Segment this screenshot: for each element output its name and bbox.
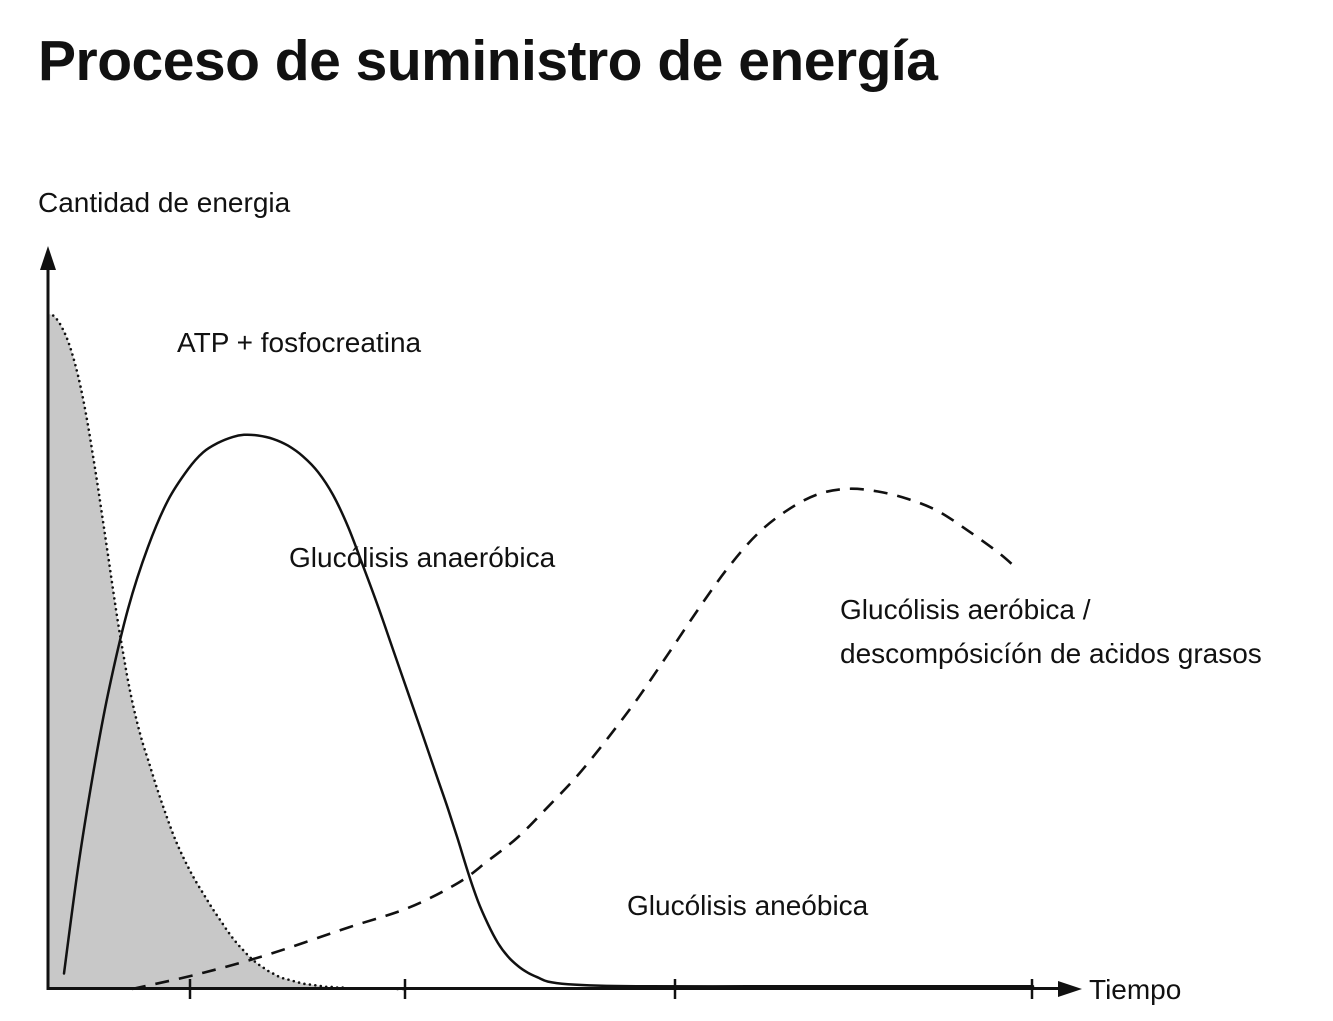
series-atp-fosfocreatina-area: [48, 314, 404, 990]
y-axis-arrow: [40, 246, 56, 270]
x-axis-ticks: [188, 979, 1034, 999]
axes: [40, 246, 1082, 999]
chart-title: Proceso de suministro de energía: [38, 29, 938, 93]
series-glucolisis-anaerobica-line: [62, 433, 1035, 988]
y-axis-label: Cantidad de energia: [38, 187, 291, 218]
label-glucolisis-anaerobica: Glucólisis anaeróbica: [289, 542, 556, 573]
label-glucolisis-aerobica-line1: Glucólisis aeróbica /: [840, 594, 1091, 625]
x-axis-arrow: [1058, 981, 1082, 997]
x-axis-label: Tiempo: [1089, 974, 1181, 1005]
label-glucolisis-aneobica: Glucólisis aneóbica: [627, 890, 869, 921]
label-glucolisis-aerobica-line2: descompósicíón de aċidos grasos: [840, 638, 1262, 669]
series-glucolisis-aerobica-line: [131, 487, 1017, 991]
label-atp-fosfocreatina: ATP + fosfocreatina: [177, 327, 422, 358]
